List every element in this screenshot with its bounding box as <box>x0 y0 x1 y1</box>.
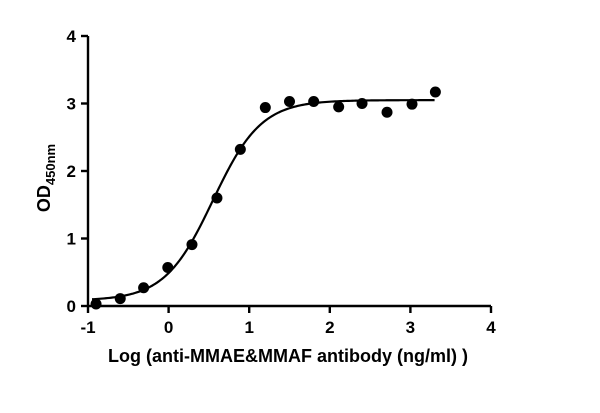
x-tick-label: 1 <box>244 318 253 337</box>
x-tick-label: 2 <box>325 318 334 337</box>
data-point-marker <box>114 293 126 305</box>
data-point-marker <box>259 102 271 114</box>
data-point-marker <box>356 98 368 109</box>
x-tick-label: -1 <box>80 318 95 337</box>
data-point-marker <box>381 106 393 118</box>
sigmoid-fit-line <box>91 99 435 301</box>
data-point-marker <box>162 262 174 274</box>
data-point-marker <box>211 192 223 204</box>
data-point-marker <box>429 86 441 98</box>
data-point-marker <box>186 239 198 251</box>
y-tick-label: 4 <box>67 27 77 46</box>
y-tick-label: 2 <box>67 162 76 181</box>
y-tick-label: 3 <box>67 95 76 114</box>
data-point-marker <box>234 143 246 155</box>
data-point-marker <box>284 95 295 107</box>
data-point-marker <box>406 98 418 110</box>
data-point-marker <box>308 95 320 107</box>
x-tick-label: 4 <box>486 318 496 337</box>
x-tick-label: 3 <box>406 318 415 337</box>
data-point-marker <box>90 298 102 310</box>
y-tick-label: 0 <box>67 297 76 316</box>
data-point-marker <box>333 101 345 113</box>
x-tick-label: 0 <box>164 318 173 337</box>
data-points <box>90 86 441 310</box>
y-tick-label: 1 <box>67 230 76 249</box>
fit-curve <box>91 99 435 301</box>
x-axis-title: Log (anti-MMAE&MMAF antibody (ng/ml) ) <box>108 346 468 366</box>
data-point-marker <box>138 282 150 294</box>
y-axis-title: OD450nm <box>34 144 58 212</box>
